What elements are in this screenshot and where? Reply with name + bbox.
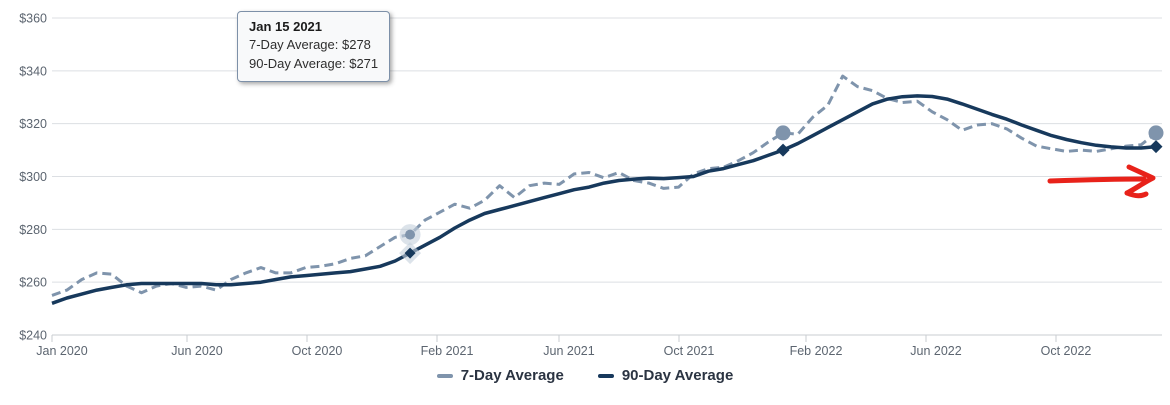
90day-line-swatch-icon xyxy=(597,373,614,378)
x-axis-tick-label: Feb 2022 xyxy=(790,344,843,358)
line-7day-average[interactable] xyxy=(51,74,1157,297)
x-axis-tick-label: Oct 2022 xyxy=(1041,344,1092,358)
x-axis-tick-label: Jun 2020 xyxy=(171,344,222,358)
y-axis-tick-label: $260 xyxy=(19,276,47,290)
x-axis-tick-label: Jan 2020 xyxy=(36,344,87,358)
y-axis-tick-label: $300 xyxy=(19,170,47,184)
chart-tooltip: Jan 15 2021 7-Day Average: $278 90-Day A… xyxy=(237,11,391,83)
highlight-point-circle[interactable] xyxy=(775,125,791,141)
y-axis-tick-label: $360 xyxy=(19,12,47,26)
highlight-point-circle[interactable] xyxy=(1148,125,1164,141)
line-90day-average[interactable] xyxy=(51,94,1157,305)
highlight-point-diamond[interactable] xyxy=(776,143,790,157)
red-arrow-annotation xyxy=(1047,164,1156,199)
tooltip-90day-value: 90-Day Average: $271 xyxy=(249,55,379,71)
x-axis-tick-label: Feb 2021 xyxy=(421,344,474,358)
y-axis-tick-label: $280 xyxy=(19,223,47,237)
y-axis-tick-label: $240 xyxy=(19,329,47,343)
tooltip-date: Jan 15 2021 xyxy=(249,19,323,34)
legend-item-90day-average[interactable]: 90-Day Average xyxy=(597,367,734,384)
legend-label-90day: 90-Day Average xyxy=(621,367,734,384)
x-axis-tick-label: Oct 2020 xyxy=(292,344,343,358)
legend-label-7day: 7-Day Average xyxy=(460,367,564,384)
y-axis-tick-label: $340 xyxy=(19,64,47,78)
chart-legend: 7-Day Average 90-Day Average xyxy=(0,367,1170,384)
x-axis-tick-label: Jun 2021 xyxy=(543,344,594,358)
highlight-point-circle[interactable] xyxy=(405,229,416,240)
7day-line-swatch-icon xyxy=(436,373,453,378)
y-axis-tick-label: $320 xyxy=(19,117,47,131)
x-axis-tick-label: Jun 2022 xyxy=(910,344,961,358)
highlight-point-diamond[interactable] xyxy=(404,247,416,259)
highlight-point-diamond[interactable] xyxy=(1149,140,1163,154)
tooltip-7day-value: 7-Day Average: $278 xyxy=(249,37,371,53)
legend-item-7day-average[interactable]: 7-Day Average xyxy=(436,367,564,384)
x-axis-tick-label: Oct 2021 xyxy=(664,344,715,358)
